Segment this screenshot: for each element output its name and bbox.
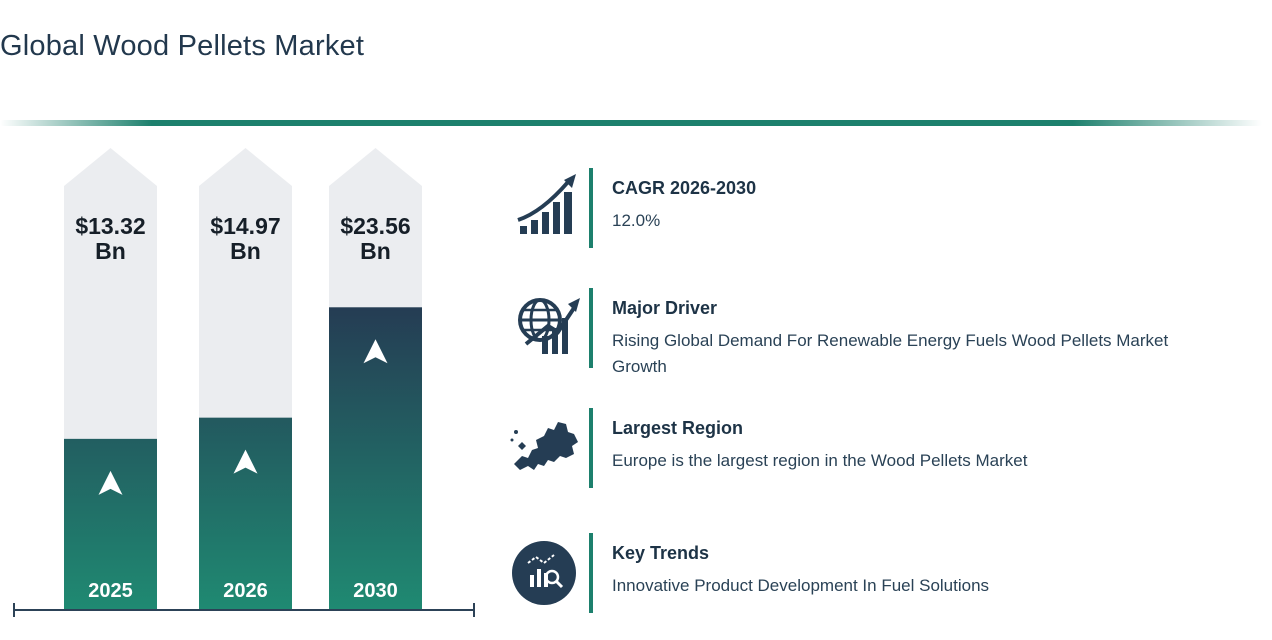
- bar-value-unit: Bn: [230, 238, 261, 264]
- insight-driver: Major Driver Rising Global Demand For Re…: [500, 288, 1240, 376]
- insight-accent-bar: [589, 168, 593, 248]
- arrow-up-icon: [233, 449, 258, 474]
- bar-year-label: 2026: [223, 580, 268, 602]
- globe-growth-icon: [508, 288, 586, 366]
- bar-value-unit: Bn: [360, 238, 391, 264]
- bar-2025: [64, 438, 157, 610]
- bar-2030: [329, 307, 422, 610]
- driver-text: Rising Global Demand For Renewable Energ…: [612, 331, 1169, 376]
- insight-cagr: CAGR 2026-2030 12.0%: [500, 168, 1240, 252]
- europe-map-icon: [508, 408, 586, 486]
- bar-year-label: 2030: [353, 580, 398, 602]
- insight-region: Largest Region Europe is the largest reg…: [500, 408, 1240, 492]
- region-text: Europe is the largest region in the Wood…: [612, 451, 1028, 470]
- trend-analysis-icon: [508, 533, 586, 611]
- insight-accent-bar: [589, 408, 593, 488]
- insight-accent-bar: [589, 288, 593, 368]
- header-divider: [0, 120, 1262, 126]
- insight-accent-bar: [589, 533, 593, 613]
- bar-value-label: $23.56: [340, 213, 410, 239]
- bar-value-label: $14.97: [210, 213, 280, 239]
- insight-trends: Key Trends Innovative Product Developmen…: [500, 533, 1240, 617]
- region-label: Largest Region: [612, 418, 744, 438]
- cagr-value: 12.0%: [612, 211, 661, 230]
- cagr-label: CAGR 2026-2030: [612, 178, 757, 198]
- bar-value-label: $13.32: [75, 213, 145, 239]
- bar-year-label: 2025: [88, 580, 133, 602]
- growth-chart-icon: [508, 168, 586, 246]
- arrow-up-icon: [363, 339, 388, 364]
- driver-label: Major Driver: [612, 298, 718, 318]
- page-title: Global Wood Pellets Market: [0, 30, 365, 62]
- trends-label: Key Trends: [612, 543, 710, 563]
- trends-text: Innovative Product Development In Fuel S…: [612, 576, 990, 595]
- bar-value-unit: Bn: [95, 238, 126, 264]
- arrow-up-icon: [98, 470, 123, 495]
